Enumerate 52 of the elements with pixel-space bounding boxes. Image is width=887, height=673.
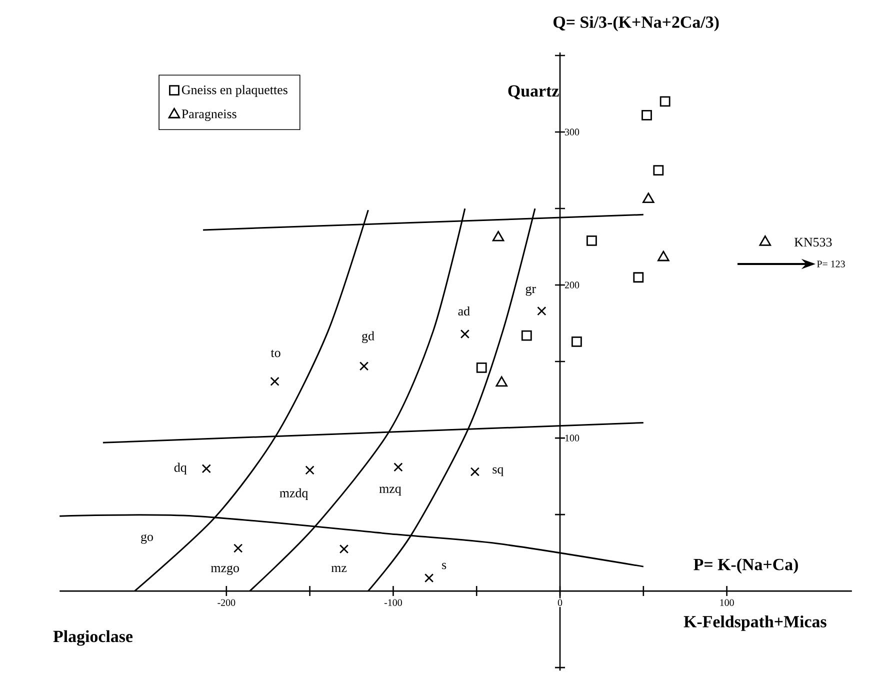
point (305, 466, 314, 475)
annotation: P= K-(Na+Ca) (694, 558, 798, 574)
x-axis-title: K-Feldspath+Micas (684, 615, 826, 631)
point (394, 462, 403, 472)
annotation: P= 123 (816, 260, 845, 268)
annotation: Plagioclase (53, 630, 133, 646)
annotation: gr (526, 286, 536, 296)
point (586, 235, 597, 246)
point (233, 544, 243, 553)
y-tick-label: 100 (565, 434, 580, 442)
point (642, 192, 654, 204)
annotation: mzdq (280, 488, 308, 500)
point (359, 362, 369, 371)
annotation: ad (458, 306, 470, 316)
point (658, 250, 670, 262)
point (339, 544, 349, 554)
y-tick-label: 300 (565, 128, 580, 136)
point (424, 573, 434, 583)
annotation: dq (174, 462, 187, 474)
point (470, 467, 480, 476)
point (642, 110, 652, 120)
annotation: to (270, 350, 280, 358)
point (270, 376, 280, 386)
annotation: mzq (379, 486, 402, 496)
x-tick-label: 100 (720, 599, 734, 606)
x-tick-label: -200 (218, 599, 236, 606)
annotation: go (141, 534, 153, 544)
point (521, 330, 532, 341)
point (460, 329, 470, 339)
point (492, 230, 504, 242)
y-axis-title: Quartz (508, 85, 559, 100)
point (759, 235, 772, 246)
annotation: mz (331, 566, 347, 572)
annotation: s (442, 562, 446, 570)
point (633, 272, 644, 283)
point (202, 464, 211, 474)
x-tick-label: 0 (558, 599, 562, 606)
x-tick-label: -100 (384, 599, 402, 606)
annotation: KN533 (794, 238, 832, 247)
legend-label: Gneiss en plaquettes (182, 85, 288, 97)
point (571, 336, 582, 347)
point (537, 306, 546, 316)
annotation: mzgo (210, 565, 239, 575)
point (653, 165, 664, 176)
chart-title: Q= Si/3-(K+Na+2Ca/3) (554, 16, 719, 32)
point (660, 96, 670, 107)
y-tick-label: 200 (564, 282, 580, 288)
annotation: sq (492, 467, 504, 476)
legend-label: Paragneiss (182, 110, 236, 121)
point (476, 362, 487, 373)
annotation: gd (362, 331, 374, 344)
point (496, 376, 508, 387)
